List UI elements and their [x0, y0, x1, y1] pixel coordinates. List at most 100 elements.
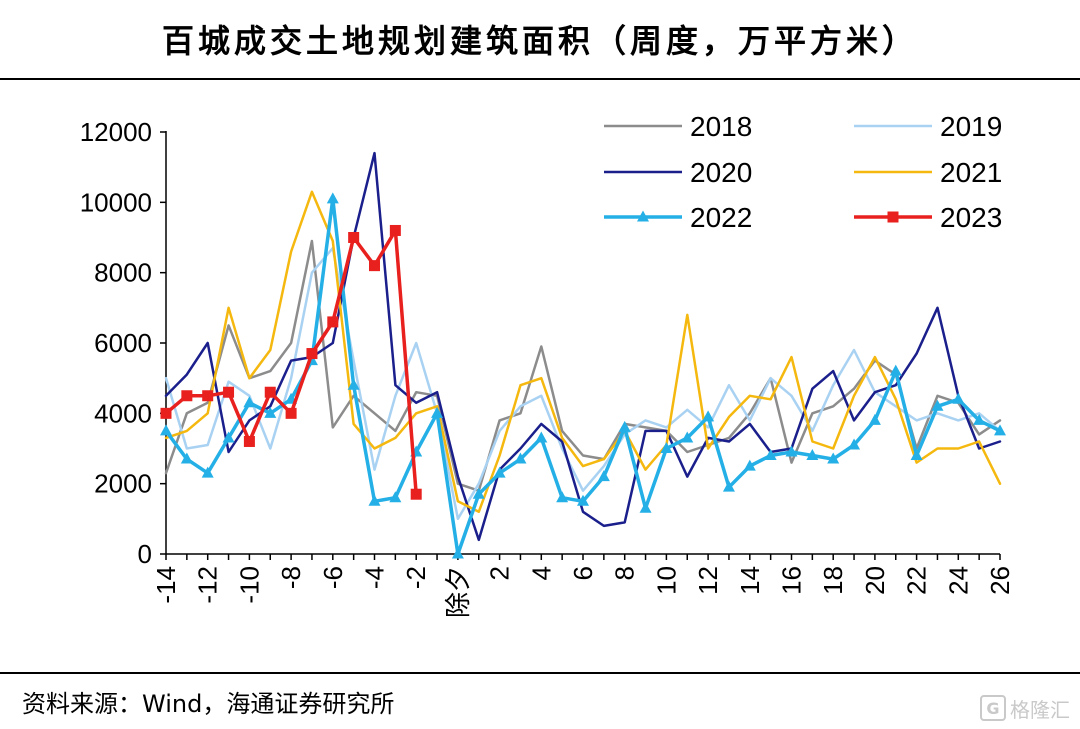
- series-line-2021: [164, 190, 1002, 514]
- data-point-2022: [722, 480, 735, 492]
- data-point-2022: [806, 449, 819, 461]
- data-point-2022: [493, 466, 506, 478]
- x-tick-label: -10: [234, 566, 264, 604]
- x-tick-label: 18: [818, 566, 848, 595]
- legend-item-2019: 2019: [854, 111, 1002, 142]
- data-point-2023: [285, 407, 297, 419]
- data-point-2023: [327, 316, 339, 328]
- data-point-2022: [431, 406, 444, 418]
- legend-label: 2020: [690, 157, 752, 188]
- series-line-2020: [164, 151, 1002, 542]
- x-tick-label: 8: [610, 566, 640, 580]
- x-tick-label: 12: [693, 566, 723, 595]
- source-divider: [0, 672, 1080, 674]
- x-tick-label: -12: [193, 566, 223, 604]
- series-2023: [160, 224, 422, 500]
- data-point-2022: [952, 392, 965, 404]
- data-point-2022: [764, 449, 777, 461]
- x-tick-label: -6: [318, 566, 348, 589]
- data-point-2022: [472, 487, 485, 499]
- x-tick-label: 除夕: [443, 566, 473, 618]
- data-point-2022: [931, 399, 944, 411]
- x-tick-label: -4: [360, 566, 390, 589]
- x-tick-label: 2: [485, 566, 515, 580]
- x-tick-label: 14: [735, 566, 765, 595]
- data-point-2022: [848, 438, 861, 450]
- legend-label: 2021: [940, 157, 1002, 188]
- data-point-2022: [702, 410, 715, 422]
- data-point-2023: [306, 348, 318, 360]
- x-tick-label: 4: [526, 566, 556, 580]
- data-point-2022: [326, 192, 339, 204]
- data-point-2022: [660, 442, 673, 453]
- x-tick-label: -2: [401, 566, 431, 589]
- data-point-2022: [180, 452, 193, 464]
- data-point-2022: [681, 431, 694, 443]
- data-point-2023: [389, 224, 401, 236]
- data-point-2022: [243, 396, 256, 408]
- legend-marker: [637, 210, 649, 222]
- series-2022: [160, 192, 1006, 559]
- data-point-2022: [347, 378, 360, 390]
- data-point-2022: [639, 501, 652, 513]
- data-point-2022: [160, 424, 172, 436]
- series-line-2018: [164, 239, 1002, 492]
- data-point-2022: [618, 420, 631, 432]
- x-tick-label: 6: [568, 566, 598, 580]
- chart-axes: 0 2000 4000 6000 8000 10000 12000 -14 -12 -10 -8 -6…: [80, 117, 1015, 618]
- series-2019: [164, 246, 1002, 521]
- x-tick-label: 16: [777, 566, 807, 595]
- x-tick-label: -8: [276, 566, 306, 589]
- x-tick-label: 22: [902, 566, 932, 595]
- chart-title: 百城成交土地规划建筑面积（周度，万平方米）: [161, 22, 918, 60]
- data-point-2022: [556, 491, 569, 503]
- legend-item-2022: 2022: [604, 202, 752, 233]
- y-tick-label: 6000: [94, 328, 152, 358]
- watermark-text: 格隆汇: [1010, 697, 1070, 722]
- data-point-2022: [389, 491, 402, 503]
- y-tick-label: 0: [138, 539, 152, 569]
- title-divider: [0, 78, 1080, 80]
- data-point-2023: [160, 407, 172, 419]
- data-point-2023: [181, 390, 193, 402]
- x-tick-label: 20: [860, 566, 890, 595]
- data-point-2022: [222, 431, 235, 443]
- y-tick-label: 8000: [94, 258, 152, 288]
- data-point-2022: [785, 445, 798, 457]
- data-point-2022: [201, 466, 214, 478]
- chart-legend: 2018 2019 2020 2021 2022 2023: [604, 111, 1002, 233]
- legend-item-2018: 2018: [604, 111, 752, 142]
- legend-item-2023: 2023: [854, 202, 1002, 233]
- series-line-2019: [164, 246, 1002, 521]
- legend-label: 2023: [940, 202, 1002, 233]
- data-point-2023: [264, 386, 276, 398]
- series-2020: [164, 151, 1002, 542]
- data-point-2022: [889, 364, 902, 376]
- y-tick-label: 10000: [80, 187, 152, 217]
- x-tick-label: 26: [985, 566, 1015, 595]
- data-point-2022: [910, 449, 923, 461]
- data-point-2022: [994, 424, 1006, 436]
- series-2018: [164, 239, 1002, 492]
- y-tick-label: 2000: [94, 469, 152, 499]
- data-point-2023: [410, 488, 422, 500]
- legend-item-2021: 2021: [854, 157, 1002, 188]
- data-point-2022: [535, 431, 548, 443]
- legend-marker: [887, 211, 899, 223]
- data-point-2022: [973, 413, 986, 425]
- legend-item-2020: 2020: [604, 157, 752, 188]
- legend-label: 2019: [940, 111, 1002, 142]
- data-point-2023: [243, 435, 255, 447]
- data-point-2022: [827, 452, 840, 464]
- line-chart: 0 2000 4000 6000 8000 10000 12000 -14 -12 -10 -8 -6…: [80, 111, 1015, 618]
- legend-label: 2018: [690, 111, 752, 142]
- chart-series: [160, 151, 1006, 559]
- data-point-2023: [202, 390, 214, 402]
- source-note: 资料来源：Wind，海通证券研究所: [22, 690, 395, 718]
- data-point-2022: [264, 406, 277, 418]
- data-point-2022: [451, 547, 464, 559]
- data-point-2022: [597, 470, 610, 482]
- y-tick-label: 12000: [80, 117, 152, 147]
- x-tick-label: 10: [651, 566, 681, 595]
- data-point-2022: [743, 459, 756, 471]
